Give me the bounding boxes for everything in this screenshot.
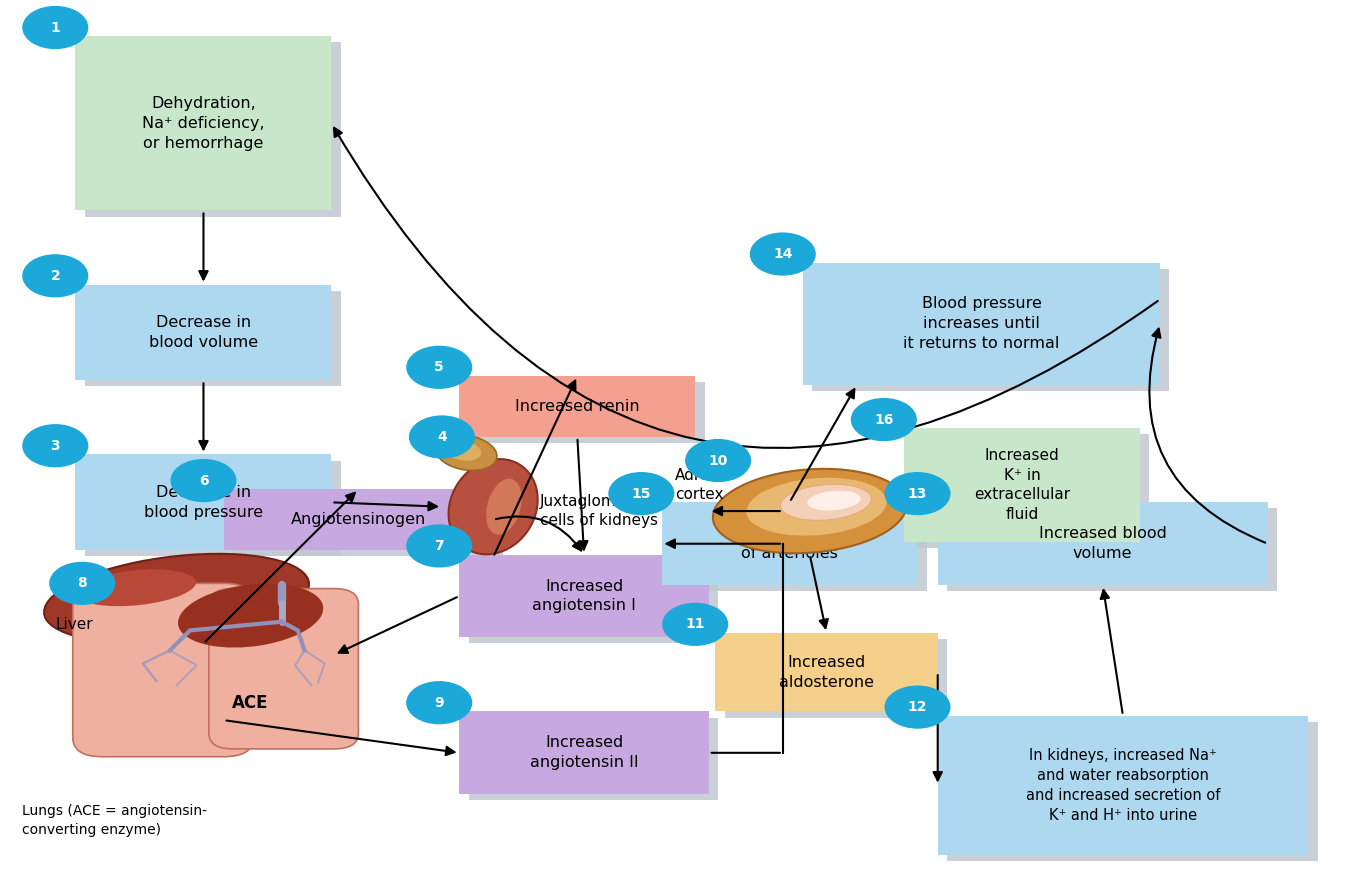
FancyBboxPatch shape <box>459 555 709 637</box>
Circle shape <box>23 255 88 297</box>
Text: Blood pressure
increases until
it returns to normal: Blood pressure increases until it return… <box>903 296 1060 351</box>
Text: In kidneys, increased Na⁺
and water reabsorption
and increased secretion of
K⁺ a: In kidneys, increased Na⁺ and water reab… <box>1026 748 1220 822</box>
FancyBboxPatch shape <box>803 263 1160 385</box>
Text: 7: 7 <box>435 539 444 553</box>
FancyBboxPatch shape <box>234 496 502 557</box>
Ellipse shape <box>713 468 907 553</box>
FancyArrowPatch shape <box>333 128 1158 448</box>
FancyBboxPatch shape <box>73 583 254 757</box>
Circle shape <box>409 416 474 458</box>
Ellipse shape <box>443 440 481 461</box>
Text: 3: 3 <box>50 439 61 453</box>
FancyBboxPatch shape <box>948 722 1318 861</box>
Text: 14: 14 <box>774 247 792 261</box>
Text: Increased blood
volume: Increased blood volume <box>1038 526 1166 561</box>
Text: ACE: ACE <box>232 694 269 711</box>
Circle shape <box>406 346 471 388</box>
Ellipse shape <box>45 554 309 642</box>
FancyBboxPatch shape <box>725 639 948 718</box>
Ellipse shape <box>747 478 887 536</box>
Text: 1: 1 <box>50 20 61 35</box>
FancyBboxPatch shape <box>224 489 493 551</box>
Text: Decrease in
blood pressure: Decrease in blood pressure <box>144 485 263 520</box>
Text: Lungs (ACE = angiotensin-
converting enzyme): Lungs (ACE = angiotensin- converting enz… <box>22 804 207 836</box>
Text: Decrease in
blood volume: Decrease in blood volume <box>148 315 258 350</box>
Text: Increased
K⁺ in
extracellular
fluid: Increased K⁺ in extracellular fluid <box>973 447 1071 522</box>
FancyBboxPatch shape <box>938 503 1268 585</box>
Circle shape <box>663 603 728 645</box>
Ellipse shape <box>807 490 861 510</box>
Circle shape <box>886 473 950 515</box>
FancyBboxPatch shape <box>85 291 342 386</box>
Circle shape <box>23 425 88 467</box>
Ellipse shape <box>436 435 497 470</box>
Circle shape <box>886 686 950 728</box>
Ellipse shape <box>448 459 537 554</box>
Ellipse shape <box>178 584 323 648</box>
Text: Increased
angiotensin II: Increased angiotensin II <box>529 735 639 770</box>
Circle shape <box>50 563 115 604</box>
FancyBboxPatch shape <box>459 376 695 437</box>
FancyBboxPatch shape <box>76 285 332 380</box>
Circle shape <box>406 525 471 567</box>
FancyBboxPatch shape <box>76 454 332 551</box>
Text: Increased
aldosterone: Increased aldosterone <box>779 655 873 690</box>
Text: Liver: Liver <box>55 617 93 632</box>
Text: Angiotensinogen: Angiotensinogen <box>290 512 427 527</box>
FancyArrowPatch shape <box>495 517 580 551</box>
Text: Dehydration,
Na⁺ deficiency,
or hemorrhage: Dehydration, Na⁺ deficiency, or hemorrha… <box>142 96 265 150</box>
FancyBboxPatch shape <box>938 716 1308 855</box>
Circle shape <box>171 460 236 502</box>
Text: Juxtaglomerular
cells of kidneys: Juxtaglomerular cells of kidneys <box>540 494 663 529</box>
Circle shape <box>852 399 917 440</box>
FancyBboxPatch shape <box>85 461 342 557</box>
FancyBboxPatch shape <box>716 633 938 711</box>
FancyBboxPatch shape <box>468 718 718 801</box>
Text: 5: 5 <box>435 360 444 374</box>
Text: 15: 15 <box>632 487 651 501</box>
Text: Increased renin: Increased renin <box>514 399 640 414</box>
Text: Vasoconstriction
of arterioles: Vasoconstriction of arterioles <box>724 526 856 561</box>
Text: 10: 10 <box>709 454 728 468</box>
FancyBboxPatch shape <box>85 42 342 217</box>
Text: 2: 2 <box>50 269 61 283</box>
FancyBboxPatch shape <box>209 588 358 749</box>
Text: 9: 9 <box>435 696 444 710</box>
Ellipse shape <box>76 569 196 607</box>
Circle shape <box>406 682 471 724</box>
Text: 12: 12 <box>907 700 927 714</box>
Circle shape <box>609 473 674 515</box>
Text: 16: 16 <box>875 413 894 427</box>
FancyBboxPatch shape <box>904 428 1139 542</box>
Ellipse shape <box>780 484 871 520</box>
Ellipse shape <box>486 479 521 535</box>
Text: 13: 13 <box>907 487 927 501</box>
FancyArrowPatch shape <box>1149 329 1265 543</box>
Text: 4: 4 <box>437 430 447 444</box>
FancyBboxPatch shape <box>671 509 927 591</box>
Text: 8: 8 <box>77 576 88 590</box>
FancyBboxPatch shape <box>468 382 705 443</box>
FancyBboxPatch shape <box>813 269 1169 391</box>
FancyBboxPatch shape <box>948 509 1277 591</box>
Circle shape <box>686 440 751 482</box>
Text: 11: 11 <box>686 617 705 631</box>
Text: Increased
angiotensin I: Increased angiotensin I <box>532 579 636 614</box>
FancyBboxPatch shape <box>76 36 332 211</box>
Circle shape <box>23 7 88 48</box>
Text: 6: 6 <box>198 474 208 488</box>
Circle shape <box>751 233 815 275</box>
FancyBboxPatch shape <box>468 561 718 643</box>
Text: Adrenal
cortex: Adrenal cortex <box>675 468 733 503</box>
FancyBboxPatch shape <box>459 711 709 794</box>
FancyBboxPatch shape <box>662 503 918 585</box>
FancyBboxPatch shape <box>914 434 1149 548</box>
